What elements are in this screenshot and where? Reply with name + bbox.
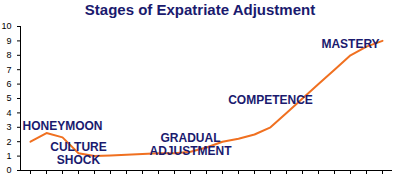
svg-text:10: 10 (1, 21, 11, 31)
svg-text:4: 4 (6, 108, 11, 118)
svg-text:5: 5 (6, 93, 11, 103)
svg-text:GRADUALADJUSTMENT: GRADUALADJUSTMENT (149, 131, 232, 158)
svg-text:HONEYMOON: HONEYMOON (22, 119, 102, 133)
svg-text:7: 7 (6, 65, 11, 75)
svg-text:6: 6 (6, 79, 11, 89)
svg-text:CULTURESHOCK: CULTURESHOCK (50, 140, 106, 167)
svg-text:3: 3 (6, 122, 11, 132)
svg-text:2: 2 (6, 137, 11, 147)
svg-text:8: 8 (6, 50, 11, 60)
svg-text:MASTERY: MASTERY (321, 37, 379, 51)
html-text:Stages of Expatriate Adjustmen: Stages of Expatriate Adjustment (84, 1, 316, 18)
svg-text:1: 1 (6, 151, 11, 161)
svg-text:COMPETENCE: COMPETENCE (228, 93, 313, 107)
svg-text:0: 0 (6, 165, 11, 175)
svg-text:9: 9 (6, 36, 11, 46)
